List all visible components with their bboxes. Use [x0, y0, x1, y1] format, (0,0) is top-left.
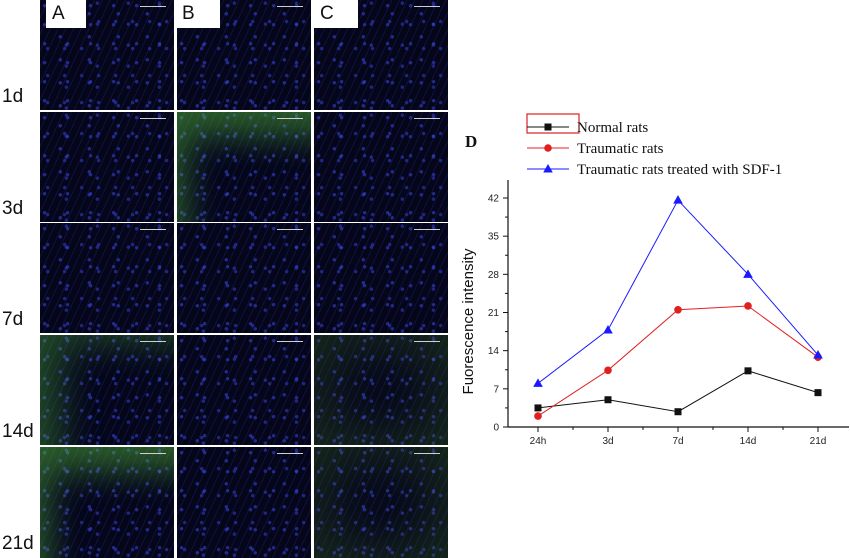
scale-bar — [277, 453, 303, 459]
x-tick-label-24h: 24h — [530, 436, 547, 447]
series-square — [534, 367, 822, 416]
chart-axes: 0 7 14 21 28 35 42 24h 3d 7d 14d 21d Fuorescence int… — [460, 180, 849, 447]
scale-bar — [140, 118, 166, 124]
data-point — [674, 305, 682, 314]
y-tick-label: 42 — [488, 194, 500, 205]
scale-bar — [414, 341, 440, 347]
micrograph-c-14d — [314, 335, 448, 445]
series-line — [537, 370, 819, 413]
micrograph-b-14d — [177, 335, 311, 445]
x-tick-label-14d: 14d — [740, 436, 757, 447]
scale-bar — [414, 6, 440, 12]
micrograph-a-7d — [40, 223, 174, 333]
row-label-3d: 3d — [2, 198, 24, 219]
data-point — [744, 367, 752, 375]
series-triangle — [533, 195, 823, 387]
data-point — [603, 324, 613, 334]
micrograph-grid — [40, 0, 448, 558]
column-label-c: C — [314, 0, 358, 28]
data-point — [743, 269, 753, 278]
micrograph-b-21d — [177, 447, 311, 558]
scale-bar — [277, 118, 303, 124]
row-label-21d: 21d — [2, 533, 34, 554]
row-label-1d: 1d — [2, 86, 24, 107]
y-tick-label: 0 — [493, 423, 499, 434]
panel-label-d: D — [465, 132, 477, 151]
micrograph-c-21d — [314, 447, 448, 558]
micrograph-a-21d — [40, 447, 174, 558]
micrograph-b-7d — [177, 223, 311, 333]
data-point — [534, 404, 542, 412]
data-point — [673, 195, 683, 204]
data-point — [534, 412, 542, 420]
legend-swatch-marker — [544, 123, 552, 131]
scale-bar — [140, 229, 166, 235]
scale-bar — [277, 229, 303, 235]
y-tick-label: 28 — [488, 270, 500, 281]
micrograph-a-3d — [40, 112, 174, 222]
scale-bar — [414, 229, 440, 235]
micrograph-b-3d — [177, 112, 311, 222]
data-point — [814, 389, 822, 397]
series-circle — [534, 302, 822, 420]
chart-series — [533, 195, 823, 420]
line-chart: Normal rats Traumatic rats Traumatic rats … — [460, 113, 849, 447]
series-line — [537, 199, 819, 384]
data-point — [604, 396, 612, 404]
legend-label: Normal rats — [577, 120, 648, 136]
column-label-b: B — [176, 0, 220, 28]
legend-swatch-marker — [544, 144, 552, 152]
legend-swatch-marker — [543, 164, 553, 173]
x-tick-label-7d: 7d — [672, 436, 683, 447]
data-point — [674, 408, 682, 416]
micrograph-a-14d — [40, 335, 174, 445]
data-point — [604, 366, 612, 375]
scale-bar — [140, 341, 166, 347]
legend-label: Traumatic rats treated with SDF-1 — [577, 162, 782, 178]
y-tick-label: 21 — [488, 308, 500, 319]
legend-highlight-box — [526, 113, 580, 134]
data-point — [533, 378, 543, 387]
chart-legend: Normal rats Traumatic rats Traumatic rats … — [526, 113, 782, 178]
data-point — [744, 302, 752, 310]
series-line — [537, 305, 819, 417]
y-tick-label: 35 — [488, 232, 500, 243]
scale-bar — [277, 6, 303, 12]
column-label-a: A — [46, 0, 86, 28]
micrograph-c-7d — [314, 223, 448, 333]
x-tick-label-21d: 21d — [810, 436, 827, 447]
row-label-14d: 14d — [2, 421, 34, 442]
scale-bar — [414, 118, 440, 124]
micrograph-c-3d — [314, 112, 448, 222]
scale-bar — [140, 6, 166, 12]
row-label-7d: 7d — [2, 309, 24, 330]
scale-bar — [414, 453, 440, 459]
x-tick-label-3d: 3d — [602, 436, 613, 447]
scale-bar — [277, 341, 303, 347]
legend-label: Traumatic rats — [577, 141, 664, 157]
y-tick-label: 14 — [488, 346, 500, 357]
y-tick-label: 7 — [493, 384, 499, 395]
scale-bar — [140, 453, 166, 459]
y-axis-label: Fuorescence intensity — [460, 248, 477, 394]
data-point — [813, 350, 823, 359]
